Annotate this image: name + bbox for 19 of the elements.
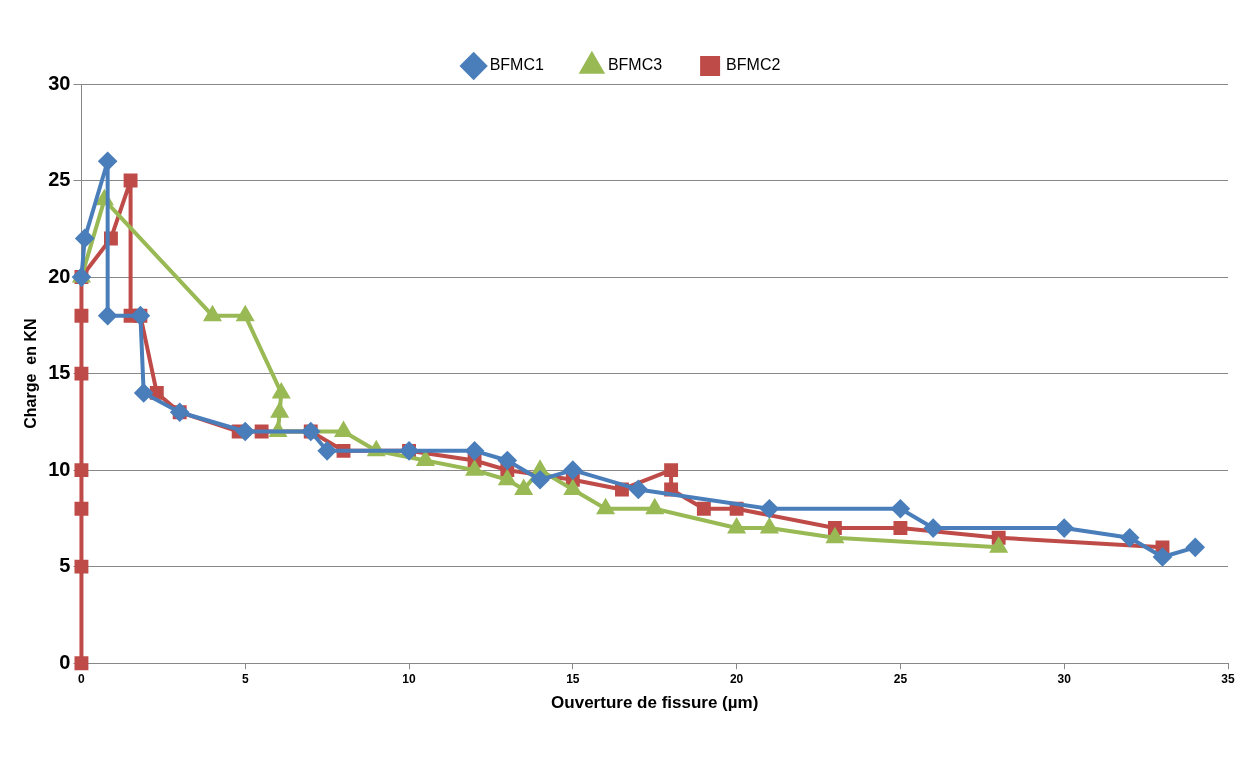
y-tick-label: 10 — [48, 457, 71, 480]
y-tick-label: 15 — [48, 361, 71, 384]
y-tick-label: 25 — [48, 168, 71, 191]
y-tick-label: 20 — [48, 264, 71, 287]
x-tick-label: 20 — [729, 671, 744, 686]
legend-label: BFMC3 — [607, 56, 663, 74]
x-axis-title: Ouverture de fissure (µm) — [551, 693, 759, 713]
legend-label: BFMC2 — [726, 56, 781, 74]
x-tick-label: 15 — [566, 671, 580, 686]
x-tick-label: 0 — [78, 671, 86, 686]
y-tick-label: 5 — [59, 554, 71, 577]
x-tick-label: 25 — [893, 671, 908, 686]
legend-label: BFMC1 — [489, 56, 544, 74]
x-tick-label: 35 — [1221, 671, 1235, 686]
x-tick-label: 5 — [241, 671, 249, 686]
y-tick-label: 30 — [48, 71, 71, 94]
x-tick-label: 10 — [402, 671, 417, 686]
x-tick-label: 30 — [1057, 671, 1072, 686]
y-axis-title: Charge en KN — [22, 318, 40, 429]
